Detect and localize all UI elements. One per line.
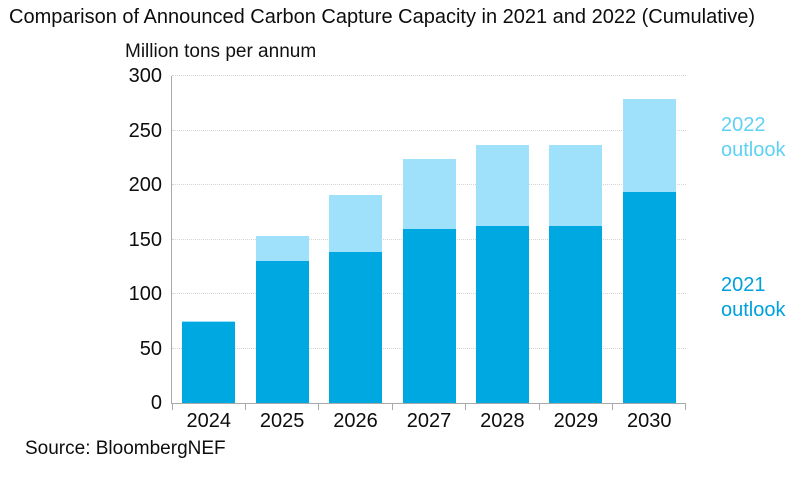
- x-tick-label-2027: 2027: [406, 410, 452, 432]
- gridline-250: [172, 129, 686, 131]
- bar-2027-2022-outlook: [402, 158, 456, 229]
- y-tick-label-100: 100: [128, 283, 162, 305]
- x-tick-mark: [538, 403, 540, 410]
- x-tick-label-2029: 2029: [553, 410, 599, 432]
- bar-2026-2021-outlook: [329, 251, 383, 403]
- x-tick-mark: [612, 403, 614, 410]
- bar-2024-2021-outlook: [182, 322, 236, 403]
- x-tick-mark: [391, 403, 393, 410]
- bar-2029-2022-outlook: [549, 144, 603, 227]
- x-tick-mark: [171, 403, 173, 410]
- x-tick-label-2026: 2026: [333, 410, 378, 432]
- y-tick-label-50: 50: [139, 337, 162, 360]
- y-tick-label-250: 250: [128, 119, 162, 142]
- bar-2025-2021-outlook: [255, 261, 309, 403]
- bar-2027-2021-outlook: [402, 228, 456, 403]
- bar-2030-2021-outlook: [622, 191, 676, 403]
- legend-label-2022-outlook: 2022 outlook: [721, 114, 786, 161]
- y-tick-label-0: 0: [150, 392, 162, 414]
- legend-label-2021-outlook: 2021 outlook: [721, 274, 786, 321]
- y-axis-unit-label: Million tons per annum: [125, 41, 317, 62]
- bar-2028-2021-outlook: [475, 226, 529, 403]
- bar-2030-2022-outlook: [622, 98, 676, 192]
- y-tick-label-150: 150: [128, 228, 162, 251]
- plot-area: 0 50 100 150 200 250 300 2024 2025 2026 2027 2028 20…: [129, 65, 686, 432]
- chart-title: Comparison of Announced Carbon Capture C…: [9, 6, 756, 28]
- x-tick-mark: [685, 403, 686, 410]
- x-tick-mark: [244, 403, 246, 410]
- x-tick-label-2025: 2025: [259, 410, 305, 432]
- y-tick-label-200: 200: [128, 174, 162, 196]
- x-tick-label-2028: 2028: [480, 410, 525, 432]
- x-tick-label-2030: 2030: [627, 410, 672, 432]
- x-tick-mark: [465, 403, 467, 410]
- bar-2029-2021-outlook: [549, 226, 603, 403]
- y-tick-label-300: 300: [128, 65, 162, 87]
- bar-2024-2022-outlook: [182, 321, 236, 323]
- x-tick-mark: [318, 403, 320, 410]
- gridline-300: [172, 75, 686, 76]
- bar-2026-2022-outlook: [329, 194, 383, 252]
- bar-2028-2022-outlook: [475, 144, 529, 227]
- x-tick-label-2024: 2024: [186, 410, 231, 432]
- bar-2025-2022-outlook: [255, 236, 309, 262]
- source-attribution: Source: BloombergNEF: [25, 438, 226, 459]
